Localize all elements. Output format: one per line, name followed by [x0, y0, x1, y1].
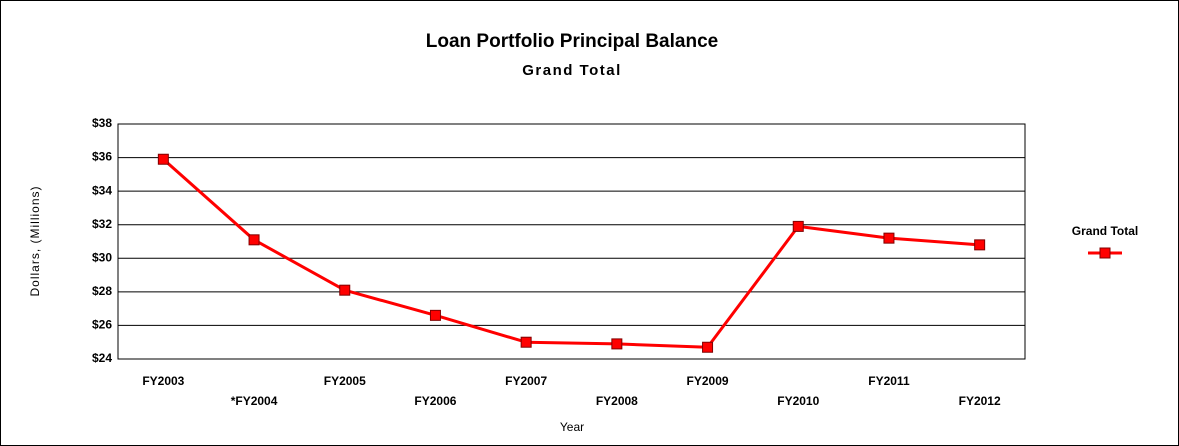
- x-tick-label: FY2006: [414, 394, 456, 408]
- y-tick-label: $24: [92, 351, 112, 365]
- y-tick-label: $28: [92, 284, 112, 298]
- x-tick-label: FY2009: [687, 374, 729, 388]
- x-tick-label: FY2007: [505, 374, 547, 388]
- legend-label: Grand Total: [1072, 224, 1138, 238]
- y-tick-label: $38: [92, 116, 112, 130]
- plot-area: [117, 123, 1026, 360]
- data-point: [339, 284, 351, 296]
- chart-subtitle: Grand Total: [522, 62, 622, 79]
- legend-marker: [1099, 247, 1111, 259]
- y-tick-label: $30: [92, 250, 112, 264]
- data-point: [974, 239, 986, 251]
- data-point: [702, 341, 714, 353]
- x-tick-label: FY2011: [868, 374, 910, 388]
- data-point: [248, 234, 260, 246]
- data-point: [429, 309, 441, 321]
- x-tick-label: FY2012: [959, 394, 1001, 408]
- x-tick-label: FY2003: [142, 374, 184, 388]
- y-tick-label: $32: [92, 217, 112, 231]
- x-tick-label: FY2010: [777, 394, 819, 408]
- data-point: [157, 153, 169, 165]
- data-line: [162, 158, 980, 349]
- data-point: [792, 220, 804, 232]
- x-tick-label: *FY2004: [231, 394, 278, 408]
- x-tick-label: FY2008: [596, 394, 638, 408]
- y-tick-label: $26: [92, 318, 112, 332]
- x-axis-label: Year: [560, 420, 584, 434]
- chart-title: Loan Portfolio Principal Balance: [426, 31, 718, 52]
- y-tick-label: $34: [92, 183, 112, 197]
- y-tick-label: $36: [92, 150, 112, 164]
- x-tick-label: FY2005: [324, 374, 366, 388]
- data-point: [611, 338, 623, 350]
- data-point: [883, 232, 895, 244]
- y-axis-label: Dollars, (Millions): [28, 185, 42, 296]
- data-point: [520, 336, 532, 348]
